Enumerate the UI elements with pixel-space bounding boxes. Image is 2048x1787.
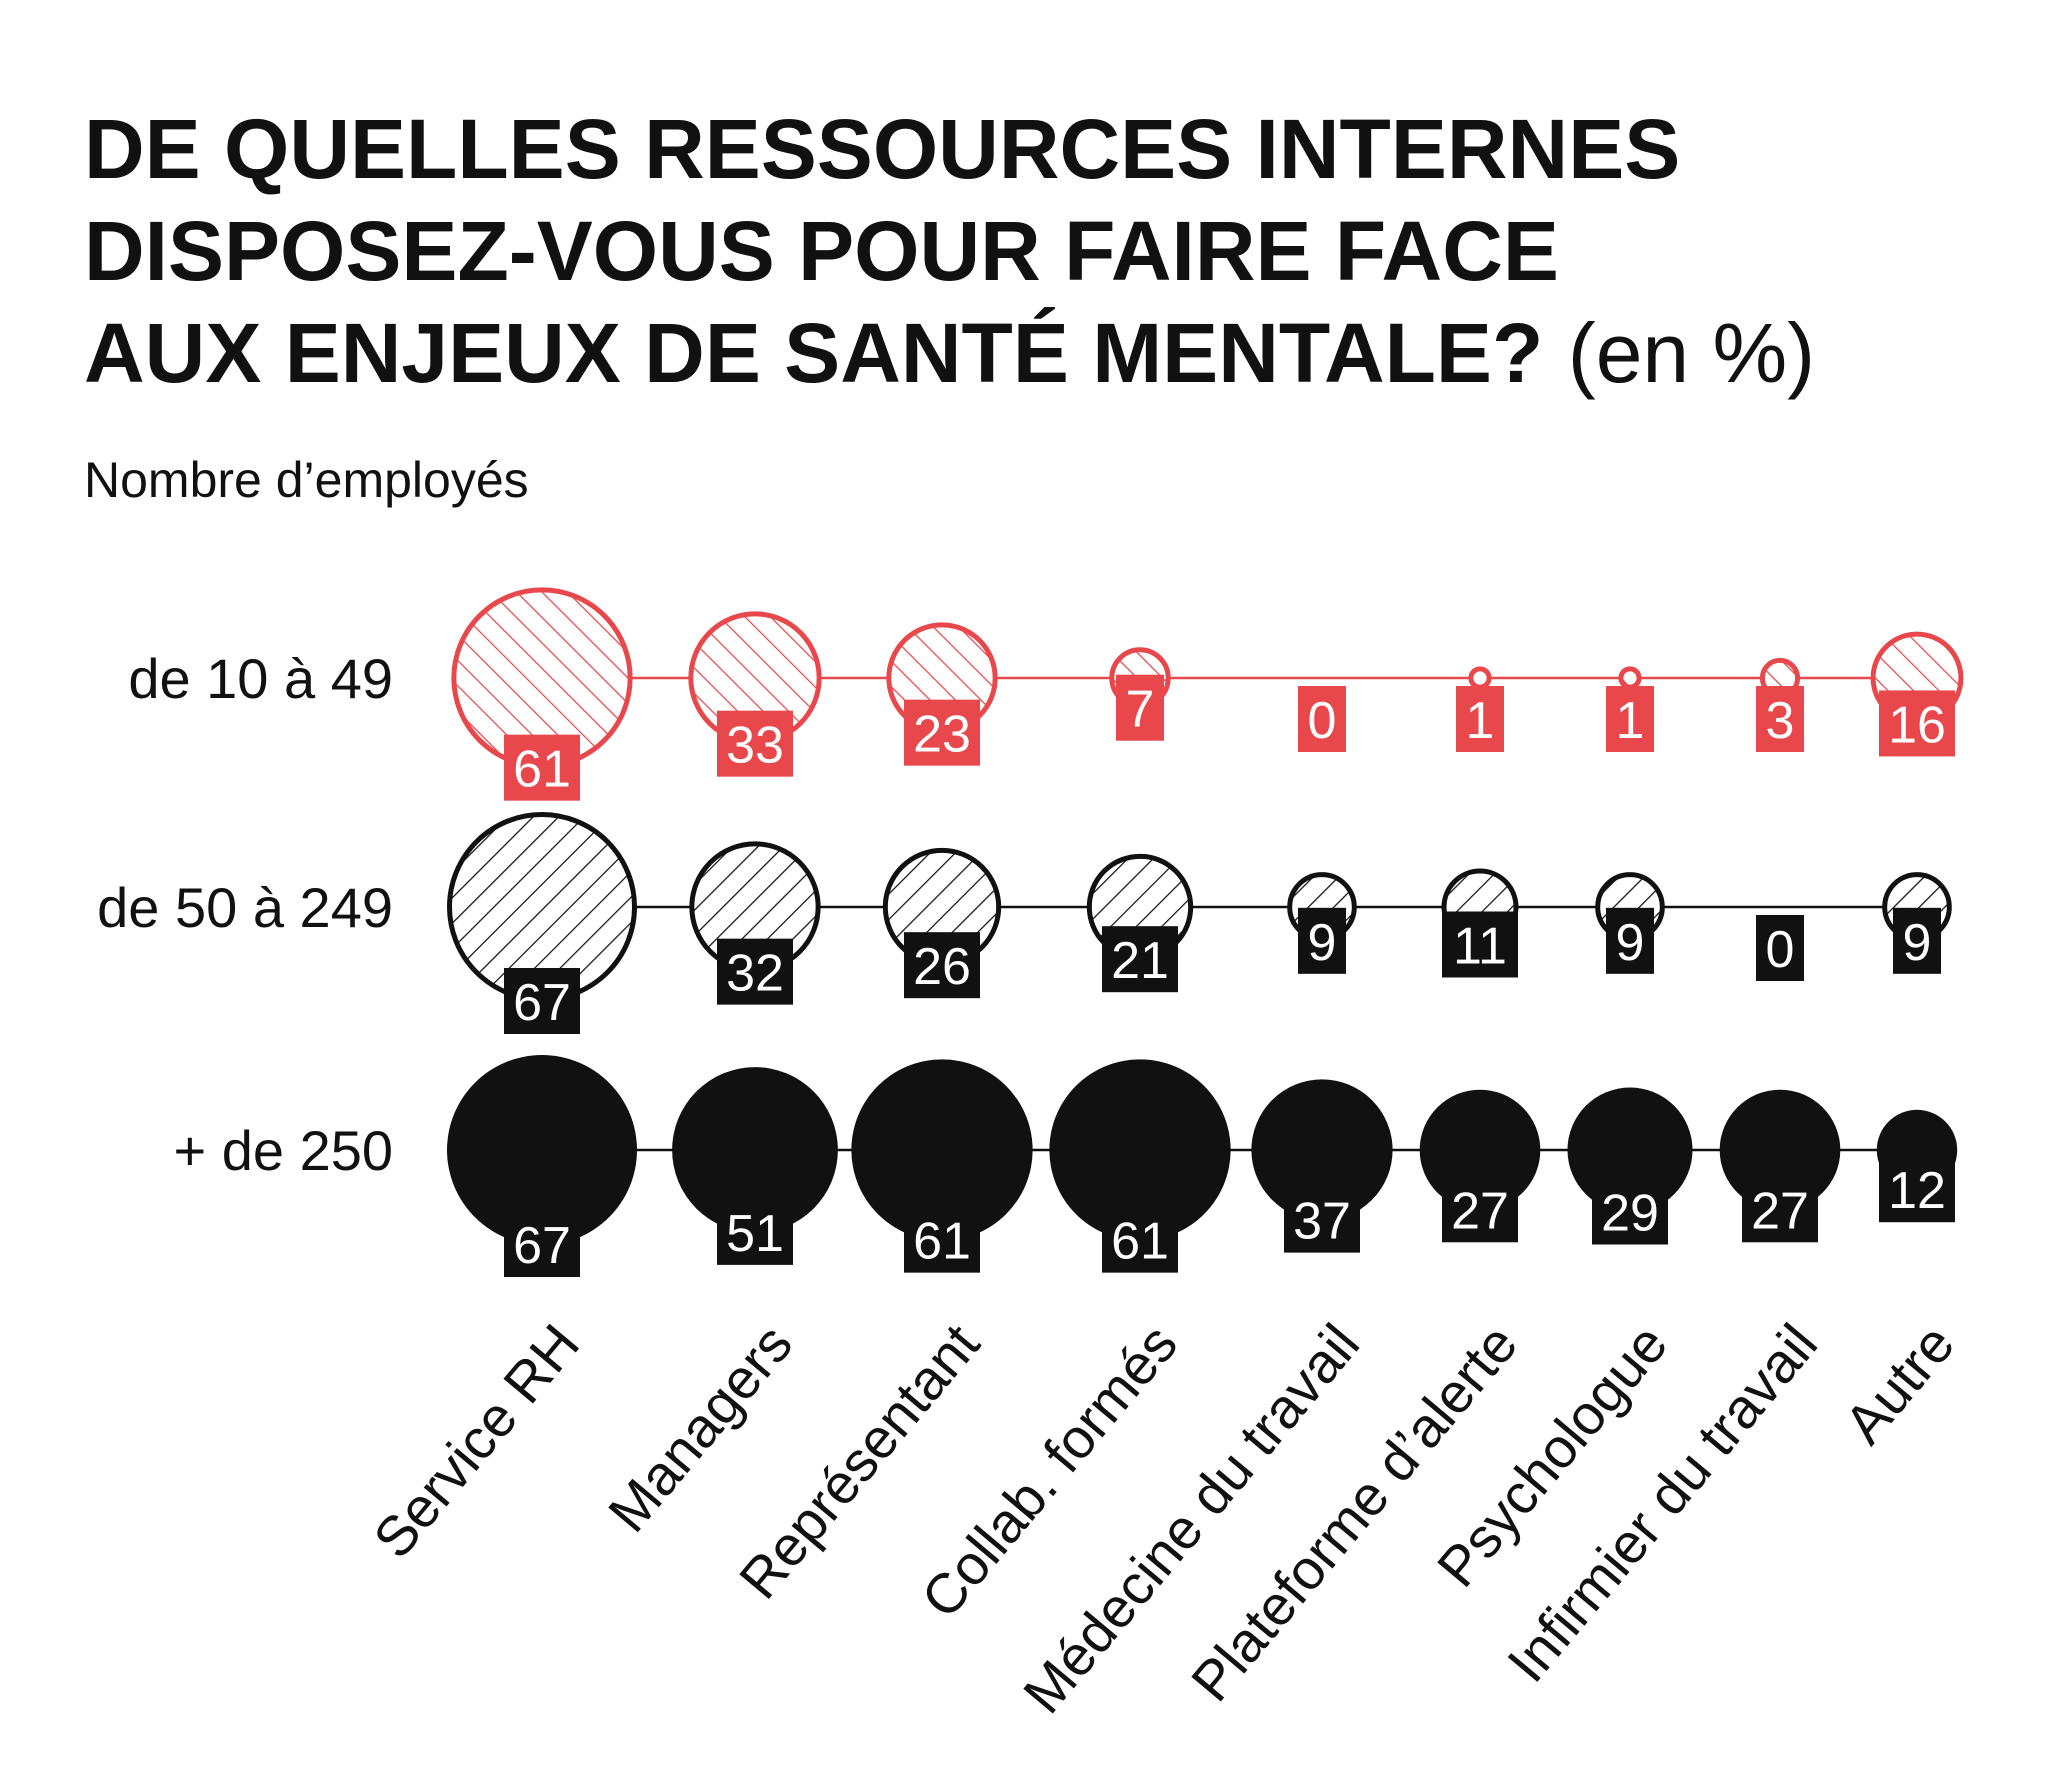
value-label: 51 bbox=[726, 1205, 784, 1263]
value-label: 61 bbox=[1111, 1213, 1169, 1271]
value-label: 7 bbox=[1126, 681, 1155, 739]
value-label: 27 bbox=[1751, 1182, 1809, 1240]
value-label-box bbox=[904, 1206, 980, 1273]
value-label-box bbox=[1606, 907, 1654, 974]
value-label: 9 bbox=[1616, 914, 1645, 972]
row-1: de 50 à 249 67 32 26 21 9 11 9 0 9 bbox=[97, 812, 1952, 1034]
value-label-box bbox=[504, 968, 580, 1034]
value-label: 3 bbox=[1766, 692, 1795, 750]
value-label-box bbox=[1116, 674, 1164, 741]
value-label: 16 bbox=[1888, 696, 1946, 754]
value-label-box bbox=[1592, 1178, 1668, 1245]
bubble bbox=[1251, 1079, 1393, 1221]
bubble bbox=[447, 1055, 637, 1245]
value-label-box bbox=[1102, 926, 1178, 993]
value-label-box bbox=[1879, 690, 1955, 757]
value-label: 0 bbox=[1308, 692, 1337, 750]
value-label: 67 bbox=[513, 974, 571, 1032]
row-2: + de 250 67 51 61 61 37 27 29 27 12 bbox=[173, 1055, 1958, 1277]
bubble bbox=[851, 1059, 1033, 1241]
value-label-box bbox=[1102, 1206, 1178, 1273]
bubble bbox=[1468, 666, 1492, 690]
value-label-box bbox=[1284, 1186, 1360, 1253]
value-label: 11 bbox=[1453, 917, 1507, 975]
bubble bbox=[1049, 1059, 1231, 1241]
value-label-box bbox=[1893, 907, 1941, 974]
row-label: + de 250 bbox=[173, 1119, 393, 1182]
value-label-box bbox=[1756, 686, 1804, 752]
value-label: 21 bbox=[1111, 932, 1169, 990]
category-label: Autre bbox=[1832, 1312, 1966, 1455]
value-label: 12 bbox=[1888, 1162, 1946, 1220]
value-label-box bbox=[717, 710, 793, 777]
chart-title-line-1: DE QUELLES RESSOURCES INTERNES bbox=[84, 102, 1680, 196]
value-label-box bbox=[1606, 686, 1654, 752]
value-label-box bbox=[1756, 915, 1804, 981]
chart-title-line-2: DISPOSEZ-VOUS POUR FAIRE FACE bbox=[84, 204, 1559, 298]
value-label: 61 bbox=[913, 1213, 971, 1271]
value-label: 67 bbox=[513, 1217, 571, 1275]
value-label-box bbox=[1879, 1156, 1955, 1223]
value-label-box bbox=[1742, 1176, 1818, 1243]
chart-title-unit: (en %) bbox=[1568, 306, 1815, 400]
row-0: de 10 à 49 61 33 23 7 0 1 1 3 16 bbox=[128, 587, 1964, 801]
value-label: 37 bbox=[1293, 1193, 1351, 1251]
value-label-box bbox=[904, 699, 980, 766]
value-label-box bbox=[904, 932, 980, 999]
value-label-box bbox=[717, 938, 793, 1005]
value-label-box bbox=[1298, 686, 1346, 752]
value-label: 1 bbox=[1466, 692, 1495, 750]
chart-title-text: AUX ENJEUX DE SANTÉ MENTALE? bbox=[84, 306, 1543, 400]
value-label-box bbox=[1456, 686, 1504, 752]
value-label: 23 bbox=[913, 706, 971, 764]
value-label: 1 bbox=[1616, 692, 1645, 750]
value-label: 29 bbox=[1601, 1185, 1659, 1243]
value-label: 32 bbox=[726, 945, 784, 1003]
value-label: 33 bbox=[726, 717, 784, 775]
value-label-box bbox=[504, 1211, 580, 1277]
value-label: 9 bbox=[1903, 914, 1932, 972]
value-label: 61 bbox=[513, 741, 571, 799]
value-label: 0 bbox=[1766, 921, 1795, 979]
row-label: de 50 à 249 bbox=[97, 876, 393, 939]
value-label-box bbox=[504, 734, 580, 801]
value-label-box bbox=[1298, 907, 1346, 974]
chart-subtitle: Nombre d’employés bbox=[84, 452, 529, 508]
category-label: Service RH bbox=[361, 1312, 591, 1569]
row-label: de 10 à 49 bbox=[128, 647, 393, 710]
value-label: 27 bbox=[1451, 1182, 1509, 1240]
value-label: 9 bbox=[1308, 914, 1337, 972]
value-label: 26 bbox=[913, 938, 971, 996]
value-label-box bbox=[717, 1198, 793, 1265]
category-label: Managers bbox=[596, 1312, 804, 1543]
value-label-box bbox=[1442, 1176, 1518, 1243]
bubble bbox=[672, 1067, 838, 1233]
chart-title-line-3: AUX ENJEUX DE SANTÉ MENTALE? (en %) bbox=[84, 306, 1815, 400]
bubble bbox=[1618, 666, 1642, 690]
value-label-box bbox=[1442, 911, 1518, 978]
